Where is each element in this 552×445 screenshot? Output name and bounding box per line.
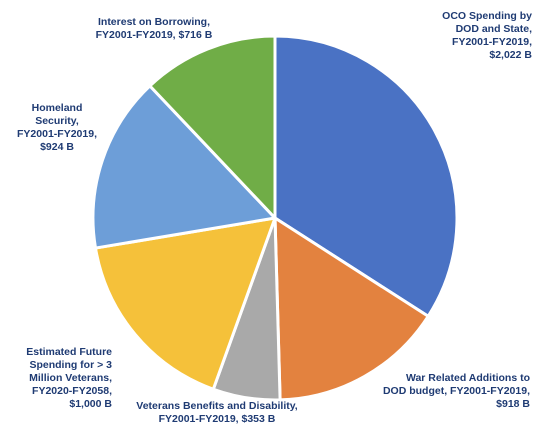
pie-slice-homeland [91,84,277,250]
pie-slice-war [273,216,430,402]
slice-label-vet: Veterans Benefits and Disability, FY2001… [136,400,298,425]
pie-slice-interest [148,34,277,220]
slice-label-homeland: Homeland Security, FY2001-FY2019, $924 B [17,102,97,153]
pie-slice-future [94,216,277,391]
slice-label-interest: Interest on Borrowing, FY2001-FY2019, $7… [95,16,213,41]
pie-slices [91,34,459,402]
slice-label-future: Estimated Future Spending for > 3 Millio… [26,346,112,410]
slice-label-oco: OCO Spending by DOD and State, FY2001-FY… [442,10,532,61]
slice-label-war: War Related Additions to DOD budget, FY2… [382,372,530,410]
